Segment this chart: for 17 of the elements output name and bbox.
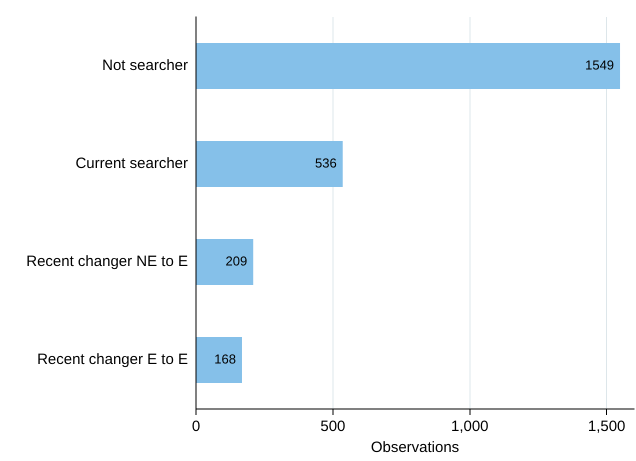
x-tick-label: 1,500 (588, 418, 626, 436)
bar (196, 336, 242, 384)
y-tick-label: Recent changer E to E (37, 351, 188, 368)
y-tick-label: Not searcher (102, 57, 188, 74)
y-tick-label: Recent changer NE to E (26, 253, 188, 270)
bar (196, 140, 343, 188)
data-label: 168 (214, 352, 236, 367)
x-axis-title: Observations (370, 439, 460, 456)
bar (196, 42, 620, 90)
bar (196, 238, 254, 286)
x-tick-label: 1,000 (450, 418, 489, 436)
y-tick-label: Current searcher (75, 155, 188, 172)
data-label: 1549 (585, 58, 614, 73)
x-tick-label: 500 (320, 418, 346, 436)
x-tick-label: 0 (192, 418, 200, 436)
data-label: 209 (226, 254, 248, 269)
data-label: 536 (315, 156, 337, 171)
